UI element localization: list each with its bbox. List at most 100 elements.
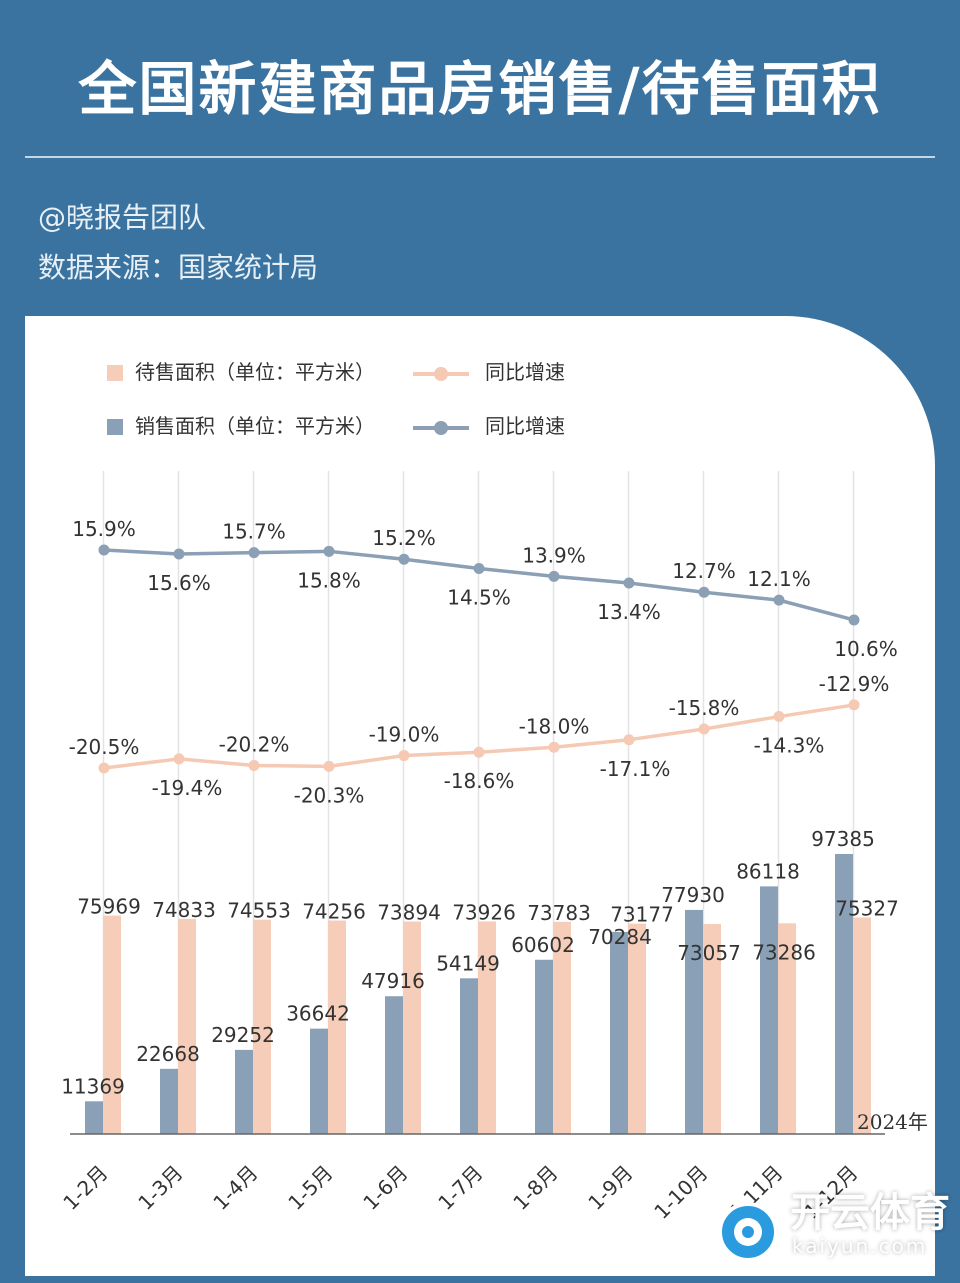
pending-growth-point <box>773 711 785 723</box>
legend-label-sales_growth: 同比增速 <box>485 414 565 438</box>
sales-growth-point <box>173 548 185 560</box>
bar-sales <box>535 959 553 1134</box>
bar-pending <box>778 923 796 1134</box>
legend-bar-swatch-sales <box>107 419 123 435</box>
x-tick-label: 1-6月 <box>358 1161 412 1215</box>
x-tick-label: 1-4月 <box>208 1161 262 1215</box>
bar-sales <box>760 886 778 1134</box>
watermark-text: 开云体育 <box>790 1190 950 1236</box>
bar-label-pending: 73177 <box>610 903 674 927</box>
sales-growth-label: 10.6% <box>834 637 898 661</box>
pending-growth-point <box>848 699 860 711</box>
sales-growth-label: 13.9% <box>522 543 586 567</box>
bar-label-sales: 29252 <box>211 1023 275 1047</box>
bar-label-sales: 77930 <box>661 883 725 907</box>
bar-pending <box>328 920 346 1134</box>
bar-label-pending: 73783 <box>527 901 591 925</box>
bar-label-sales: 22668 <box>136 1042 200 1066</box>
year-label: 2024年 <box>857 1110 928 1134</box>
bar-pending <box>853 917 871 1134</box>
bar-label-sales: 97385 <box>811 827 875 851</box>
bar-label-pending: 73057 <box>677 941 741 965</box>
bar-label-pending: 73286 <box>752 940 816 964</box>
author-label: @晓报告团队 <box>38 201 207 234</box>
sales-growth-label: 14.5% <box>447 585 511 609</box>
bar-sales <box>85 1101 103 1134</box>
pending-growth-point <box>623 734 635 746</box>
bar-label-pending: 74553 <box>227 899 291 923</box>
chart-card: 待售面积（单位：平方米） 同比增速 销售面积（单位：平方米） 同比增速 11369 759… <box>25 316 935 1276</box>
watermark-domain: kaiyun.com <box>792 1234 928 1258</box>
sales-growth-label: 12.7% <box>672 559 736 583</box>
bar-pending <box>403 921 421 1134</box>
bar-label-sales: 11369 <box>61 1074 125 1098</box>
bar-sales <box>160 1068 178 1134</box>
bar-pending <box>628 923 646 1134</box>
source-label: 数据来源：国家统计局 <box>38 251 319 284</box>
legend-label-pending: 待售面积（单位：平方米） <box>135 360 375 384</box>
bar-label-pending: 73894 <box>377 901 441 925</box>
pending-growth-label: -20.2% <box>219 733 290 757</box>
sales-growth-point <box>698 586 710 598</box>
pending-growth-label: -20.5% <box>69 735 140 759</box>
pending-growth-label: -14.3% <box>754 734 825 758</box>
bar-label-sales: 70284 <box>588 925 652 949</box>
sales-growth-point <box>248 547 260 559</box>
bar-pending <box>703 923 721 1134</box>
pending-growth-label: -19.0% <box>369 723 440 747</box>
pending-growth-point <box>248 760 260 772</box>
bar-label-sales: 86118 <box>736 859 800 883</box>
pending-growth-point <box>698 723 710 735</box>
sales-growth-label: 15.7% <box>222 520 286 544</box>
pending-growth-label: -20.3% <box>294 783 365 807</box>
legend-dot-sales_growth <box>434 421 448 435</box>
bar-sales <box>385 996 403 1134</box>
title-divider <box>25 156 935 158</box>
sales-growth-point <box>98 544 110 556</box>
pending-growth-label: -17.1% <box>600 757 671 781</box>
watermark-logo-icon <box>690 1188 778 1262</box>
sales-growth-label: 15.9% <box>72 517 136 541</box>
x-tick-label: 1-2月 <box>58 1161 112 1215</box>
x-tick-label: 1-9月 <box>583 1161 637 1215</box>
pending-growth-point <box>473 746 485 758</box>
bar-pending <box>478 921 496 1134</box>
pending-growth-point <box>398 750 410 762</box>
x-tick-label: 1-5月 <box>283 1161 337 1215</box>
bar-label-pending: 74833 <box>152 898 216 922</box>
legend-dot-pending_growth <box>434 367 448 381</box>
sales-growth-point <box>398 553 410 565</box>
page-title: 全国新建商品房销售/待售面积 <box>78 55 882 123</box>
x-tick-label: 1-7月 <box>433 1161 487 1215</box>
sales-growth-label: 12.1% <box>747 567 811 591</box>
pending-growth-label: -18.6% <box>444 769 515 793</box>
legend-label-pending_growth: 同比增速 <box>485 360 565 384</box>
legend-bar-swatch-pending <box>107 365 123 381</box>
sales-growth-point <box>773 594 785 606</box>
sales-growth-label: 15.6% <box>147 571 211 595</box>
sales-growth-point <box>323 545 335 557</box>
bar-sales <box>835 854 853 1134</box>
bar-sales <box>310 1028 328 1134</box>
sales-growth-point <box>623 577 635 589</box>
sales-growth-label: 13.4% <box>597 600 661 624</box>
bar-label-pending: 74256 <box>302 900 366 924</box>
bar-sales <box>235 1049 253 1134</box>
watermark: 开云体育 kaiyun.com <box>680 1180 950 1270</box>
bar-label-pending: 73926 <box>452 900 516 924</box>
pending-growth-label: -19.4% <box>152 776 223 800</box>
bar-sales <box>685 909 703 1134</box>
bar-pending <box>253 919 271 1134</box>
bar-label-pending: 75327 <box>835 896 899 920</box>
pending-growth-point <box>548 741 560 753</box>
bar-label-sales: 60602 <box>511 933 575 957</box>
pending-growth-point <box>173 753 185 765</box>
sales-growth-point <box>848 614 860 626</box>
x-tick-label: 1-3月 <box>133 1161 187 1215</box>
bar-pending <box>103 915 121 1134</box>
bar-label-sales: 36642 <box>286 1002 350 1026</box>
pending-growth-label: -12.9% <box>819 672 890 696</box>
legend-label-sales: 销售面积（单位：平方米） <box>135 414 375 438</box>
bar-label-pending: 75969 <box>77 895 141 919</box>
